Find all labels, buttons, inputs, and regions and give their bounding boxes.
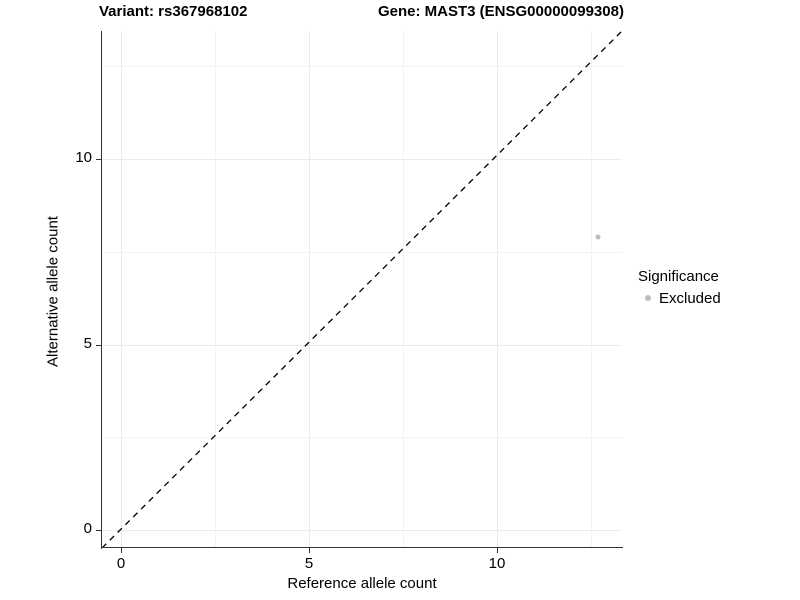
identity-reference-line <box>102 31 622 548</box>
y-tick-label-0: 0 <box>83 520 92 537</box>
plot-panel <box>102 31 622 548</box>
y-tick-5 <box>96 345 101 346</box>
gridline-minor-y-12_5 <box>102 66 622 67</box>
legend-key-icon <box>638 288 658 308</box>
gridline-major-x-0 <box>121 31 122 548</box>
y-axis-title: Alternative allele count <box>44 216 62 367</box>
x-tick-5 <box>309 548 310 553</box>
x-axis-line <box>102 547 623 549</box>
y-tick-label-10: 10 <box>75 149 92 166</box>
y-axis-line <box>101 31 103 549</box>
gridline-major-y-5 <box>102 345 622 346</box>
circle-icon <box>645 295 651 301</box>
gridline-minor-x-7_5 <box>403 31 404 548</box>
legend-item-excluded[interactable]: Excluded <box>638 288 721 308</box>
y-tick-10 <box>96 159 101 160</box>
variant-title: Variant: rs367968102 <box>99 3 248 20</box>
plot-area <box>102 31 622 548</box>
gene-title: Gene: MAST3 (ENSG00000099308) <box>378 3 624 20</box>
gridline-minor-x-2_5 <box>215 31 216 548</box>
x-tick-0 <box>121 548 122 553</box>
y-tick-label-5: 5 <box>83 335 92 352</box>
gridline-minor-y-7_5 <box>102 252 622 253</box>
x-axis-title: Reference allele count <box>287 575 437 592</box>
legend: Significance Excluded <box>638 268 721 308</box>
legend-title: Significance <box>638 268 719 285</box>
x-tick-label-10: 10 <box>488 555 506 572</box>
gridline-major-y-0 <box>102 530 622 531</box>
legend-item-label: Excluded <box>659 289 721 307</box>
gridline-major-x-10 <box>497 31 498 548</box>
x-tick-label-5: 5 <box>304 555 314 572</box>
x-tick-label-0: 0 <box>116 555 126 572</box>
gridline-minor-x-12_5 <box>591 31 592 548</box>
x-tick-10 <box>497 548 498 553</box>
y-tick-0 <box>96 530 101 531</box>
gridline-major-x-5 <box>309 31 310 548</box>
gridline-major-y-10 <box>102 159 622 160</box>
gridline-minor-y-2_5 <box>102 437 622 438</box>
data-point[interactable] <box>595 234 601 240</box>
